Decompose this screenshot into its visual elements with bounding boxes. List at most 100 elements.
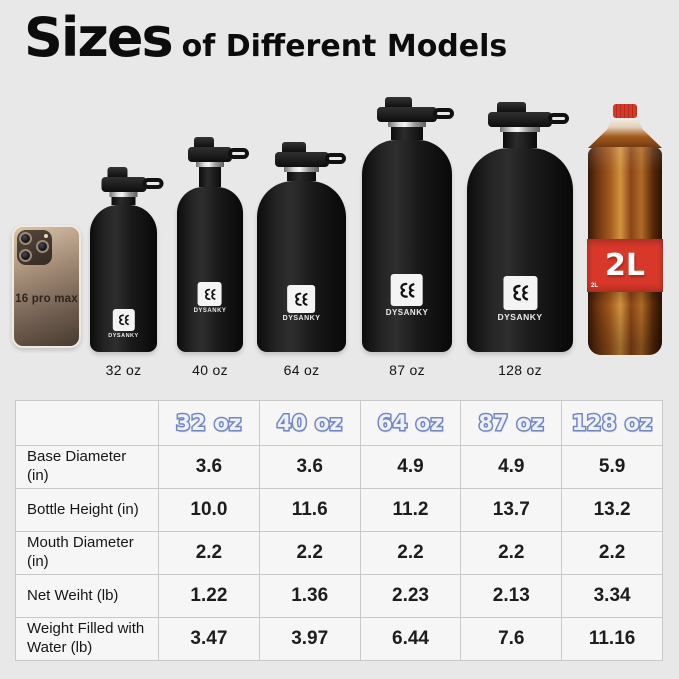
brand-name: DYSANKY bbox=[282, 315, 321, 322]
table-cell: 1.36 bbox=[258, 574, 361, 618]
spec-table: 32 oz 40 oz 64 oz 87 oz 128 oz Base Diam… bbox=[15, 400, 663, 661]
table-cell: 2.13 bbox=[460, 574, 563, 618]
column-header-40oz: 40 oz bbox=[258, 400, 361, 446]
table-cell: 4.9 bbox=[359, 445, 462, 489]
soda-cap bbox=[613, 104, 637, 118]
bottle-neck bbox=[287, 172, 316, 181]
table-cell: 2.2 bbox=[460, 531, 563, 575]
table-cell: 11.6 bbox=[258, 488, 361, 532]
bottle-size-caption: 64 oz bbox=[283, 362, 320, 378]
brand-logo: DYSANKY bbox=[108, 309, 138, 339]
table-cell: 11.16 bbox=[561, 617, 663, 661]
row-label-base-diameter: Base Diameter (in) bbox=[15, 445, 159, 489]
bottle-neck bbox=[391, 127, 423, 140]
brand-logo: DYSANKY bbox=[194, 282, 227, 314]
brand-name: DYSANKY bbox=[385, 308, 429, 317]
bottle-cap bbox=[101, 167, 163, 205]
table-cell: 13.7 bbox=[460, 488, 563, 532]
bottle-neck bbox=[198, 167, 222, 187]
brand-logo: DYSANKY bbox=[386, 274, 429, 317]
row-label-bottle-height: Bottle Height (in) bbox=[15, 488, 159, 532]
table-cell: 3.6 bbox=[258, 445, 361, 489]
table-cell: 10.0 bbox=[158, 488, 260, 532]
steel-collar bbox=[387, 122, 427, 127]
brand-logo-icon bbox=[391, 274, 423, 306]
brand-logo-icon bbox=[198, 282, 222, 306]
brand-logo-icon bbox=[287, 285, 316, 313]
phone-reference: 16 pro max bbox=[12, 225, 81, 348]
table-cell: 11.2 bbox=[359, 488, 462, 532]
table-row: Weight Filled with Water (lb) 3.47 3.97 … bbox=[15, 617, 663, 661]
brand-logo-icon bbox=[503, 276, 537, 310]
table-cell: 3.97 bbox=[258, 617, 361, 661]
table-cell: 2.2 bbox=[561, 531, 663, 575]
page-title: Sizes of Different Models bbox=[24, 6, 507, 69]
title-main: Sizes bbox=[24, 6, 174, 69]
table-cell: 3.34 bbox=[561, 574, 663, 618]
table-cell: 2.2 bbox=[258, 531, 361, 575]
phone-camera-icon bbox=[17, 230, 52, 265]
cap-handle bbox=[433, 108, 454, 119]
bottle-64oz: DYSANKY 64 oz bbox=[257, 142, 346, 378]
bottle-lid bbox=[274, 152, 346, 167]
bottle-spout bbox=[385, 97, 413, 107]
soda-label: 2L 2L bbox=[587, 239, 663, 292]
bottle-body: DYSANKY bbox=[90, 205, 157, 352]
table-cell: 5.9 bbox=[561, 445, 663, 489]
bottle-size-caption: 40 oz bbox=[192, 362, 228, 378]
cap-handle bbox=[324, 153, 346, 164]
camera-flash-icon bbox=[44, 234, 48, 238]
bottle-87oz: DYSANKY 87 oz bbox=[362, 97, 454, 378]
soda-volume-label: 2L bbox=[605, 248, 645, 283]
column-header-64oz: 64 oz bbox=[359, 400, 462, 446]
bottle-32oz: DYSANKY 32 oz bbox=[90, 167, 163, 378]
cap-handle bbox=[142, 178, 163, 189]
bottle-neck bbox=[111, 197, 136, 205]
brand-logo: DYSANKY bbox=[283, 285, 321, 322]
table-cell: 2.2 bbox=[359, 531, 462, 575]
brand-logo: DYSANKY bbox=[497, 276, 542, 322]
steel-collar bbox=[109, 192, 138, 197]
bottle-size-caption: 87 oz bbox=[389, 362, 425, 378]
table-cell: 2.2 bbox=[158, 531, 260, 575]
title-sub: of Different Models bbox=[181, 29, 508, 64]
bottle-spout bbox=[107, 167, 128, 177]
column-header-32oz: 32 oz bbox=[158, 400, 260, 446]
brand-name: DYSANKY bbox=[497, 312, 543, 322]
products-row: 16 pro max DYSANKY 32 oz bbox=[12, 97, 663, 378]
bottle-lid bbox=[488, 112, 569, 127]
bottle-cap bbox=[188, 137, 249, 187]
bottle-size-caption: 32 oz bbox=[105, 362, 142, 378]
table-cell: 6.44 bbox=[359, 617, 462, 661]
cap-handle bbox=[548, 113, 569, 124]
table-cell: 2.23 bbox=[359, 574, 462, 618]
bottle-cap bbox=[274, 142, 346, 181]
camera-lens-icon bbox=[19, 232, 32, 245]
brand-logo-icon bbox=[112, 309, 135, 331]
bottle-neck bbox=[503, 132, 537, 148]
phone-label: 16 pro max bbox=[15, 293, 78, 305]
bottle-body: DYSANKY bbox=[362, 140, 452, 352]
brand-name: DYSANKY bbox=[108, 333, 139, 339]
table-cell: 4.9 bbox=[460, 445, 563, 489]
bottle-size-caption: 128 oz bbox=[498, 362, 542, 378]
cap-handle bbox=[228, 148, 249, 159]
column-header-87oz: 87 oz bbox=[460, 400, 563, 446]
bottle-spout bbox=[282, 142, 307, 152]
column-header-128oz: 128 oz bbox=[561, 400, 663, 446]
steel-collar bbox=[195, 162, 225, 167]
brand-name: DYSANKY bbox=[193, 308, 227, 314]
bottle-body: DYSANKY bbox=[257, 181, 346, 352]
soda-body: 2L 2L bbox=[587, 147, 663, 355]
table-cell: 3.47 bbox=[158, 617, 260, 661]
soda-bottle-reference: 2L 2L bbox=[587, 104, 663, 355]
camera-lens-icon bbox=[19, 249, 32, 262]
bottle-cap bbox=[377, 97, 454, 140]
table-header-row: 32 oz 40 oz 64 oz 87 oz 128 oz bbox=[15, 400, 663, 446]
table-corner-cell bbox=[15, 400, 159, 446]
steel-collar bbox=[284, 167, 319, 172]
table-cell: 3.6 bbox=[158, 445, 260, 489]
table-row: Bottle Height (in) 10.0 11.6 11.2 13.7 1… bbox=[15, 488, 663, 532]
bottle-lid bbox=[188, 147, 249, 162]
